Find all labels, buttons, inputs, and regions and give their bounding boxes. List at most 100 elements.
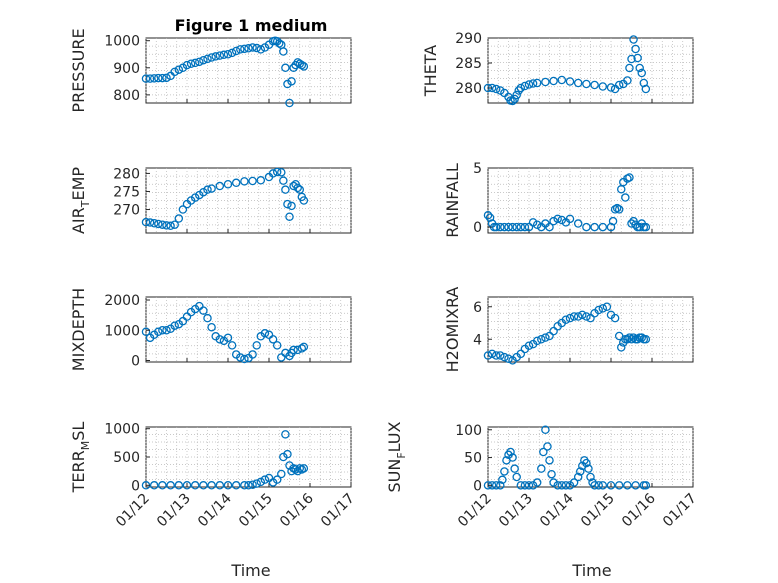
- data-point: [635, 63, 644, 73]
- y-ticks-theta: 280 285 290: [455, 31, 492, 97]
- data-point: [504, 222, 513, 232]
- data-point: [512, 90, 521, 100]
- y-tick-label: 1000: [104, 34, 140, 50]
- data-point: [543, 442, 552, 451]
- data-point: [641, 334, 651, 344]
- data-point: [524, 341, 534, 350]
- data-point: [287, 201, 296, 211]
- data-point: [629, 333, 638, 342]
- data-point: [281, 63, 290, 73]
- y-ticks-rainfall: 05: [473, 161, 492, 236]
- data-point: [516, 349, 526, 359]
- subplot-sun-flux: 0 50 100 01/12 01/13 01/14 01/15 01/16 01/17 SU…: [385, 421, 700, 580]
- data-point: [637, 68, 647, 78]
- data-points-sun-flux: [483, 425, 651, 490]
- data-point: [586, 313, 595, 323]
- data-point: [504, 354, 513, 363]
- data-point: [145, 218, 155, 227]
- data-points-rainfall: [483, 173, 651, 232]
- data-point: [174, 481, 184, 490]
- y-tick-label: 285: [455, 56, 482, 72]
- data-point: [524, 481, 534, 490]
- x-ticks-terr-msl: 01/12 01/13 01/14 01/15 01/16 01/17: [113, 490, 358, 530]
- data-point: [277, 168, 286, 177]
- data-point: [291, 465, 300, 474]
- y-label-main: THETA: [421, 45, 440, 97]
- subplot-rainfall: 05 RAINFALL: [443, 161, 694, 238]
- data-point: [491, 84, 501, 94]
- y-tick-label: 275: [113, 184, 140, 200]
- data-point: [641, 84, 651, 94]
- gridlines-theta: [487, 38, 694, 103]
- data-point: [627, 219, 636, 228]
- data-point: [248, 480, 257, 489]
- y-label-main: TERR: [69, 450, 88, 493]
- data-points-air-temp: [141, 167, 309, 231]
- y-label-sub: M: [79, 441, 92, 451]
- data-point: [516, 481, 526, 490]
- data-point: [199, 481, 208, 490]
- data-point: [158, 481, 167, 490]
- y-tick-label: 50: [464, 451, 482, 467]
- x-label-left: Time: [230, 561, 270, 580]
- gridlines-pressure: [145, 38, 352, 103]
- data-point: [598, 304, 608, 313]
- data-point: [227, 48, 237, 58]
- data-point: [207, 53, 216, 62]
- data-point: [166, 221, 175, 231]
- data-point: [629, 35, 638, 44]
- y-label-tail: LUX: [385, 421, 404, 452]
- data-point: [491, 481, 501, 490]
- y-ticks-pressure: 800 900 1000: [104, 34, 150, 104]
- data-point: [182, 481, 192, 490]
- data-point: [553, 481, 562, 490]
- data-point: [545, 456, 554, 465]
- data-point: [498, 475, 507, 485]
- data-point: [598, 481, 608, 490]
- data-point: [508, 222, 517, 232]
- data-point: [573, 78, 583, 88]
- data-point: [582, 458, 591, 468]
- data-point: [485, 213, 495, 222]
- data-point: [623, 76, 632, 85]
- data-point: [158, 326, 167, 335]
- data-point: [541, 425, 550, 435]
- data-point: [500, 467, 509, 476]
- data-point: [236, 353, 245, 362]
- data-point: [285, 98, 294, 108]
- data-point: [524, 222, 534, 232]
- data-point: [557, 75, 567, 85]
- data-point: [576, 467, 585, 476]
- y-tick-label: 100: [455, 423, 482, 439]
- data-point: [500, 352, 509, 362]
- data-point: [631, 220, 640, 229]
- data-point: [637, 333, 647, 342]
- data-point: [516, 83, 526, 93]
- data-point: [182, 60, 192, 70]
- y-ticks-h2omixra: 46: [473, 300, 492, 348]
- data-point: [573, 219, 583, 228]
- data-point: [573, 472, 583, 482]
- data-point: [299, 464, 309, 473]
- data-point: [199, 306, 208, 315]
- data-point: [547, 469, 556, 479]
- data-point: [215, 51, 225, 60]
- y-label-main: SUN: [385, 459, 404, 493]
- data-point: [223, 481, 233, 490]
- data-point: [557, 215, 567, 225]
- data-point: [625, 333, 634, 342]
- gridlines-terr-msl: [145, 427, 352, 487]
- data-point: [594, 481, 603, 490]
- data-point: [584, 464, 593, 473]
- x-tick-label: 01/15: [236, 491, 276, 531]
- data-point: [549, 326, 558, 336]
- data-point: [203, 54, 212, 64]
- data-point: [231, 481, 241, 490]
- data-point: [279, 47, 288, 56]
- y-ticks-air-temp: 270 275 280: [113, 166, 150, 219]
- data-point: [154, 73, 163, 83]
- data-point: [283, 449, 292, 459]
- data-point: [512, 472, 521, 482]
- data-point: [496, 481, 505, 490]
- x-tick-label: 01/13: [154, 491, 194, 531]
